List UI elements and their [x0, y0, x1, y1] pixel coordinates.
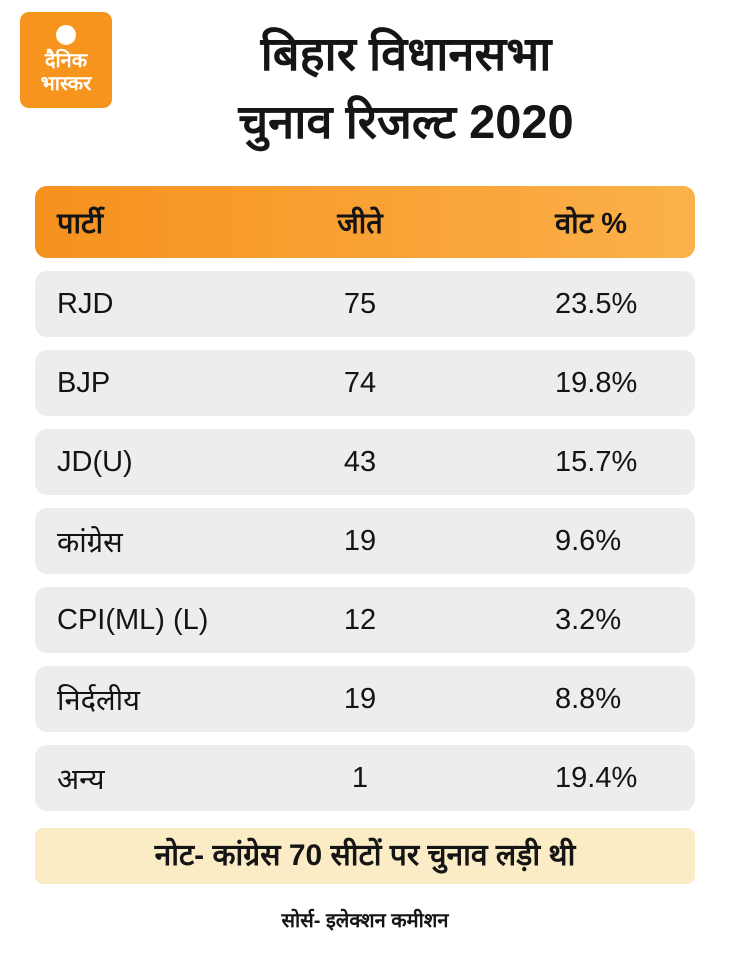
table-row: अन्य 1 19.4% [35, 745, 695, 812]
seats-won-cell: 75 [343, 287, 377, 320]
table-row: JD(U) 43 15.7% [35, 429, 695, 496]
table-row: BJP 74 19.8% [35, 350, 695, 417]
vote-percent-cell: 15.7% [555, 445, 638, 478]
seats-won-cell: 12 [343, 603, 377, 636]
header-vote-percent: वोट % [555, 207, 628, 240]
party-cell: BJP [57, 366, 111, 399]
seats-won-cell: 43 [343, 445, 377, 478]
sun-icon [56, 25, 76, 46]
header-party: पार्टी [57, 207, 104, 240]
header: दैनिक भास्कर बिहार विधानसभा चुनाव रिजल्ट… [0, 0, 730, 156]
logo-text: दैनिक भास्कर [41, 50, 92, 95]
page-title: बिहार विधानसभा चुनाव रिजल्ट 2020 [112, 20, 700, 156]
logo-line-2: भास्कर [40, 72, 92, 95]
vote-percent-cell: 19.4% [555, 761, 638, 794]
table-row: CPI(ML) (L) 12 3.2% [35, 587, 695, 654]
seats-won-cell: 19 [343, 682, 377, 715]
table-row: निर्दलीय 19 8.8% [35, 666, 695, 733]
table-row: कांग्रेस 19 9.6% [35, 508, 695, 575]
party-cell: CPI(ML) (L) [57, 603, 209, 636]
title-line-2: चुनाव रिजल्ट 2020 [238, 95, 574, 149]
seats-won-cell: 74 [343, 366, 377, 399]
seats-won-cell: 19 [343, 524, 377, 557]
note-banner: नोट- कांग्रेस 70 सीटों पर चुनाव लड़ी थी [35, 828, 695, 885]
title-line-1: बिहार विधानसभा [260, 27, 552, 80]
party-cell: निर्दलीय [57, 684, 140, 717]
seats-won-cell: 1 [351, 761, 369, 794]
logo-line-1: दैनिक [44, 50, 88, 73]
vote-percent-cell: 3.2% [555, 603, 622, 636]
source-text: सोर्स- इलेक्शन कमीशन [281, 910, 449, 933]
vote-percent-cell: 9.6% [555, 524, 622, 557]
vote-percent-cell: 8.8% [555, 682, 622, 715]
table-row: RJD 75 23.5% [35, 271, 695, 338]
vote-percent-cell: 19.8% [555, 366, 638, 399]
dainik-bhaskar-logo: दैनिक भास्कर [20, 12, 112, 108]
party-cell: JD(U) [57, 445, 133, 478]
party-cell: RJD [57, 287, 114, 320]
party-cell: कांग्रेस [57, 526, 123, 559]
table-header-row: पार्टी जीते वोट % [35, 186, 695, 259]
results-table: पार्टी जीते वोट % RJD 75 23.5% BJP 74 19… [35, 186, 695, 812]
vote-percent-cell: 23.5% [555, 287, 638, 320]
header-seats-won: जीते [337, 207, 383, 240]
party-cell: अन्य [57, 763, 105, 796]
